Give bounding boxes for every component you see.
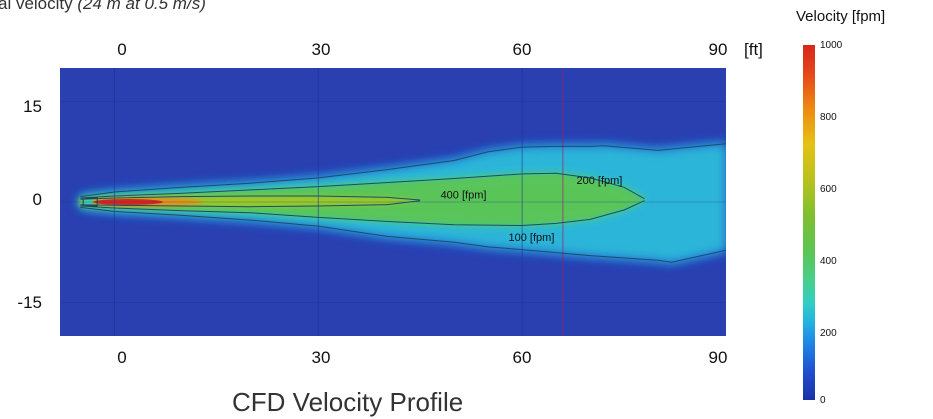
x-tick-bottom: 0	[117, 348, 127, 367]
x-tick-bottom: 30	[311, 348, 331, 367]
colorbar-title: Velocity [fpm]	[796, 8, 886, 25]
contour-label: 400 [fpm]	[441, 190, 487, 202]
x-unit-label: [ft]	[744, 40, 763, 59]
x-tick-bottom: 90	[708, 348, 728, 367]
colorbar-label: 800	[820, 112, 837, 123]
contour-line-200-upper	[80, 172, 645, 200]
y-tick: 15	[23, 97, 42, 116]
x-tick-bottom: 60	[512, 348, 532, 367]
colorbar	[803, 45, 815, 400]
x-tick-top: 0	[117, 40, 127, 59]
contour-line-400-upper	[80, 195, 421, 201]
velocity-heatmap: 400 [fpm] 200 [fpm] 100 [fpm]	[60, 68, 726, 336]
colorbar-label: 600	[820, 184, 837, 195]
y-tick: -15	[17, 293, 42, 312]
caption-text: al velocity	[0, 0, 78, 13]
colorbar-label: 1000	[820, 40, 843, 51]
contour-label: 100 [fpm]	[509, 232, 555, 244]
contour-line-400-lower	[80, 200, 421, 208]
x-tick-top: 60	[512, 40, 532, 59]
y-tick: 0	[32, 190, 42, 209]
contour-label: 200 [fpm]	[576, 175, 622, 187]
contour-line-100-upper	[80, 143, 726, 198]
contour-line-100-lower	[80, 206, 726, 263]
x-tick-top: 30	[311, 40, 331, 59]
colorbar-label: 200	[820, 328, 837, 339]
chart-title: CFD Velocity Profile	[232, 387, 464, 417]
contour-line-200-lower	[80, 200, 645, 227]
colorbar-label: 400	[820, 256, 837, 267]
caption-italic: (24 m at 0.5 m/s)	[77, 0, 206, 13]
caption-fragment: al velocity (24 m at 0.5 m/s)	[0, 0, 206, 14]
colorbar-label: 0	[820, 395, 826, 406]
x-tick-top: 90	[708, 40, 728, 59]
